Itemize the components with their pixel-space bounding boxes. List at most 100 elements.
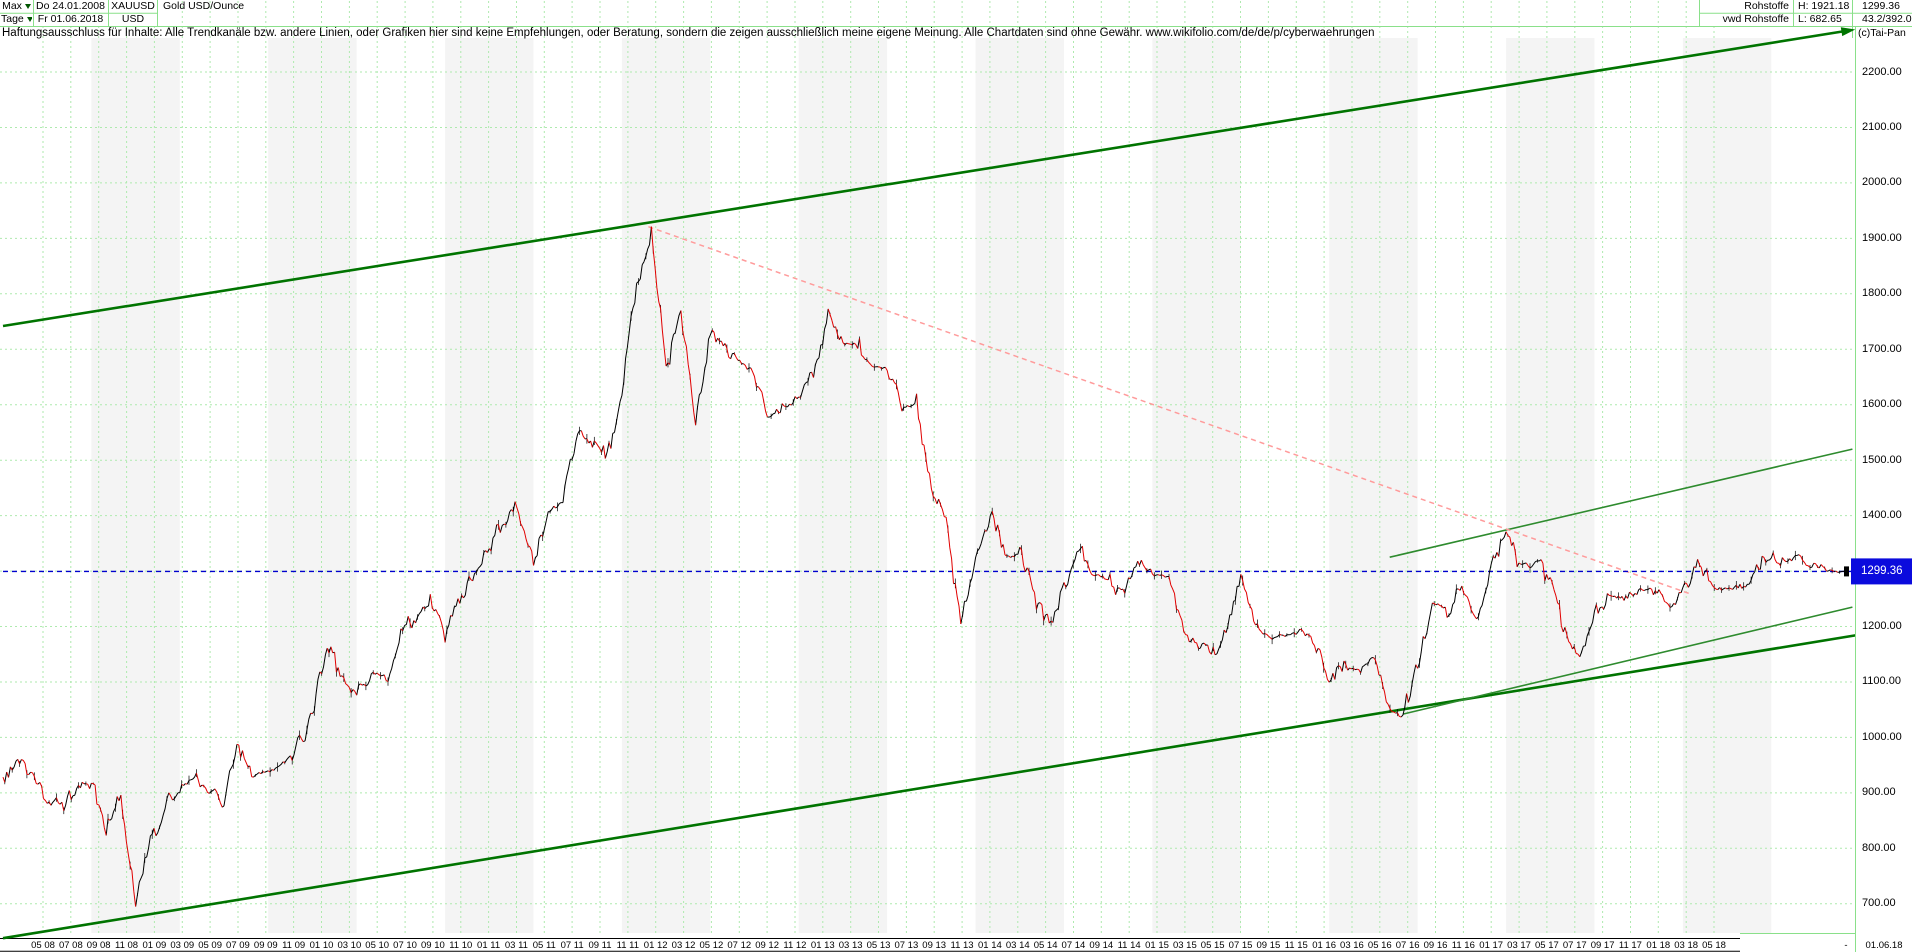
x-axis-label: 05 11 xyxy=(532,939,556,951)
x-axis-label: 01.06.18 xyxy=(1865,939,1903,951)
x-axis-label: 03 18 xyxy=(1674,939,1699,951)
x-axis-label: 07 12 xyxy=(727,939,752,951)
y-axis-label: 1400.00 xyxy=(1862,509,1902,522)
x-axis-label: 07 17 xyxy=(1562,939,1587,951)
x-axis-label: 01 16 xyxy=(1312,939,1336,951)
x-axis-label: 03 09 xyxy=(170,939,195,951)
x-axis-label: 05 18 xyxy=(1702,939,1726,951)
x-axis-label: 03 12 xyxy=(671,939,696,951)
range-dropdown[interactable]: Max xyxy=(1,0,32,13)
low-value: L: 682.65 xyxy=(1798,13,1842,25)
range-dropdown-label: Max xyxy=(2,0,22,12)
x-axis-label: 09 10 xyxy=(421,939,445,951)
x-axis-label: 07 08 xyxy=(58,939,83,951)
x-axis-label: 07 13 xyxy=(894,939,919,951)
y-axis-label: 900.00 xyxy=(1862,786,1896,799)
x-axis-label: - xyxy=(1844,939,1848,951)
x-axis-label: 11 13 xyxy=(950,939,974,951)
x-axis-label: 11 09 xyxy=(282,939,306,951)
x-axis-label: 03 11 xyxy=(504,939,528,951)
date-to-value: Fr 01.06.2018 xyxy=(37,13,104,25)
y-axis-label: 800.00 xyxy=(1862,841,1896,854)
last-price-badge: 1299.36 xyxy=(1861,565,1903,578)
x-axis-label: 01 15 xyxy=(1145,939,1169,951)
y-axis-label: 1500.00 xyxy=(1862,453,1902,466)
x-axis-label: 03 15 xyxy=(1172,939,1197,951)
x-axis-label: 05 10 xyxy=(365,939,390,951)
x-axis-label: 01 10 xyxy=(309,939,334,951)
chevron-down-icon xyxy=(26,16,32,22)
x-axis-label: 03 13 xyxy=(838,939,863,951)
y-axis-label: 1900.00 xyxy=(1862,231,1902,244)
x-axis-label: 07 14 xyxy=(1061,939,1086,951)
x-axis-label: 09 12 xyxy=(755,939,779,951)
x-axis-label: 03 17 xyxy=(1507,939,1531,951)
x-axis-label: 09 16 xyxy=(1423,939,1448,951)
x-axis-label: 01 18 xyxy=(1646,939,1671,951)
y-axis-label: 2100.00 xyxy=(1862,120,1902,133)
x-axis-label: 05 12 xyxy=(699,939,724,951)
x-axis-label: 05 14 xyxy=(1033,939,1058,951)
x-axis-label: 01 12 xyxy=(643,939,668,951)
symbol-label: XAUUSD xyxy=(111,0,155,12)
copyright-label: (c)Tai-Pan xyxy=(1858,26,1906,39)
x-axis-label: 11 14 xyxy=(1117,939,1141,951)
y-axis-label: 1200.00 xyxy=(1862,620,1902,633)
x-axis-label: 07 16 xyxy=(1395,939,1420,951)
x-axis-label: 01 13 xyxy=(810,939,835,951)
x-axis-label: 01 09 xyxy=(142,939,167,951)
x-axis-label: 05 08 xyxy=(31,939,55,951)
x-axis-label: 05 16 xyxy=(1367,939,1392,951)
y-axis-label: 1600.00 xyxy=(1862,398,1902,411)
x-axis-label: 09 14 xyxy=(1089,939,1114,951)
x-axis-label: 09 17 xyxy=(1590,939,1615,951)
y-axis-label: 700.00 xyxy=(1862,897,1896,910)
x-axis-label: 07 11 xyxy=(560,939,584,951)
x-axis-label: 07 10 xyxy=(393,939,417,951)
y-axis-label: 1100.00 xyxy=(1862,675,1901,688)
y-axis-label: 2200.00 xyxy=(1862,65,1902,78)
x-axis-label: 03 16 xyxy=(1340,939,1364,951)
x-axis-label: 05 13 xyxy=(866,939,891,951)
x-axis-label: 09 08 xyxy=(86,939,111,951)
x-axis-label: 11 08 xyxy=(115,939,139,951)
x-axis-label: 11 16 xyxy=(1451,939,1475,951)
high-value: H: 1921.18 xyxy=(1798,0,1850,12)
x-axis-label: 01 17 xyxy=(1479,939,1504,951)
disclaimer-text: Haftungsausschluss für Inhalte: Alle Tre… xyxy=(2,27,1375,39)
y-axis-label: 1000.00 xyxy=(1862,730,1902,743)
date-from-field[interactable]: Do 24.01.2008 xyxy=(34,0,107,13)
feed-provider: vwd Rohstoffe xyxy=(1722,13,1789,25)
last-price-value: 1299.36 xyxy=(1862,0,1900,12)
y-axis-label: 1800.00 xyxy=(1862,287,1902,300)
period-dropdown-label: Tage xyxy=(1,13,24,25)
x-axis-label: 09 11 xyxy=(588,939,612,951)
x-axis-label: 07 09 xyxy=(226,939,250,951)
x-axis-label: 09 13 xyxy=(922,939,947,951)
x-axis-label: 05 17 xyxy=(1535,939,1559,951)
x-axis-label: 03 14 xyxy=(1005,939,1030,951)
change-value: 43.2/392.0 xyxy=(1862,13,1912,25)
currency-label: USD xyxy=(121,13,145,25)
x-axis-label: 07 15 xyxy=(1228,939,1253,951)
date-from-value: Do 24.01.2008 xyxy=(36,0,105,12)
x-axis-label: 05 15 xyxy=(1200,939,1225,951)
x-axis-label: 11 12 xyxy=(783,939,807,951)
x-axis-label: 11 15 xyxy=(1284,939,1308,951)
x-axis-label: 05 09 xyxy=(198,939,222,951)
date-to-field[interactable]: Fr 01.06.2018 xyxy=(34,13,107,26)
x-axis-label: 01 11 xyxy=(477,939,501,951)
x-axis-label: 09 09 xyxy=(253,939,278,951)
instrument-title: Gold USD/Ounce xyxy=(163,0,245,12)
x-axis-label: 03 10 xyxy=(337,939,362,951)
y-axis-label: 1700.00 xyxy=(1862,342,1902,355)
x-axis-label: 09 15 xyxy=(1256,939,1281,951)
y-axis-label: 2000.00 xyxy=(1862,176,1902,189)
feed-name: Rohstoffe xyxy=(1744,0,1789,12)
x-axis-label: 11 11 xyxy=(616,939,640,951)
x-axis-label: 11 10 xyxy=(449,939,473,951)
period-dropdown[interactable]: Tage xyxy=(1,13,32,26)
x-axis-label: 11 17 xyxy=(1618,939,1642,951)
chevron-down-icon xyxy=(24,3,31,9)
